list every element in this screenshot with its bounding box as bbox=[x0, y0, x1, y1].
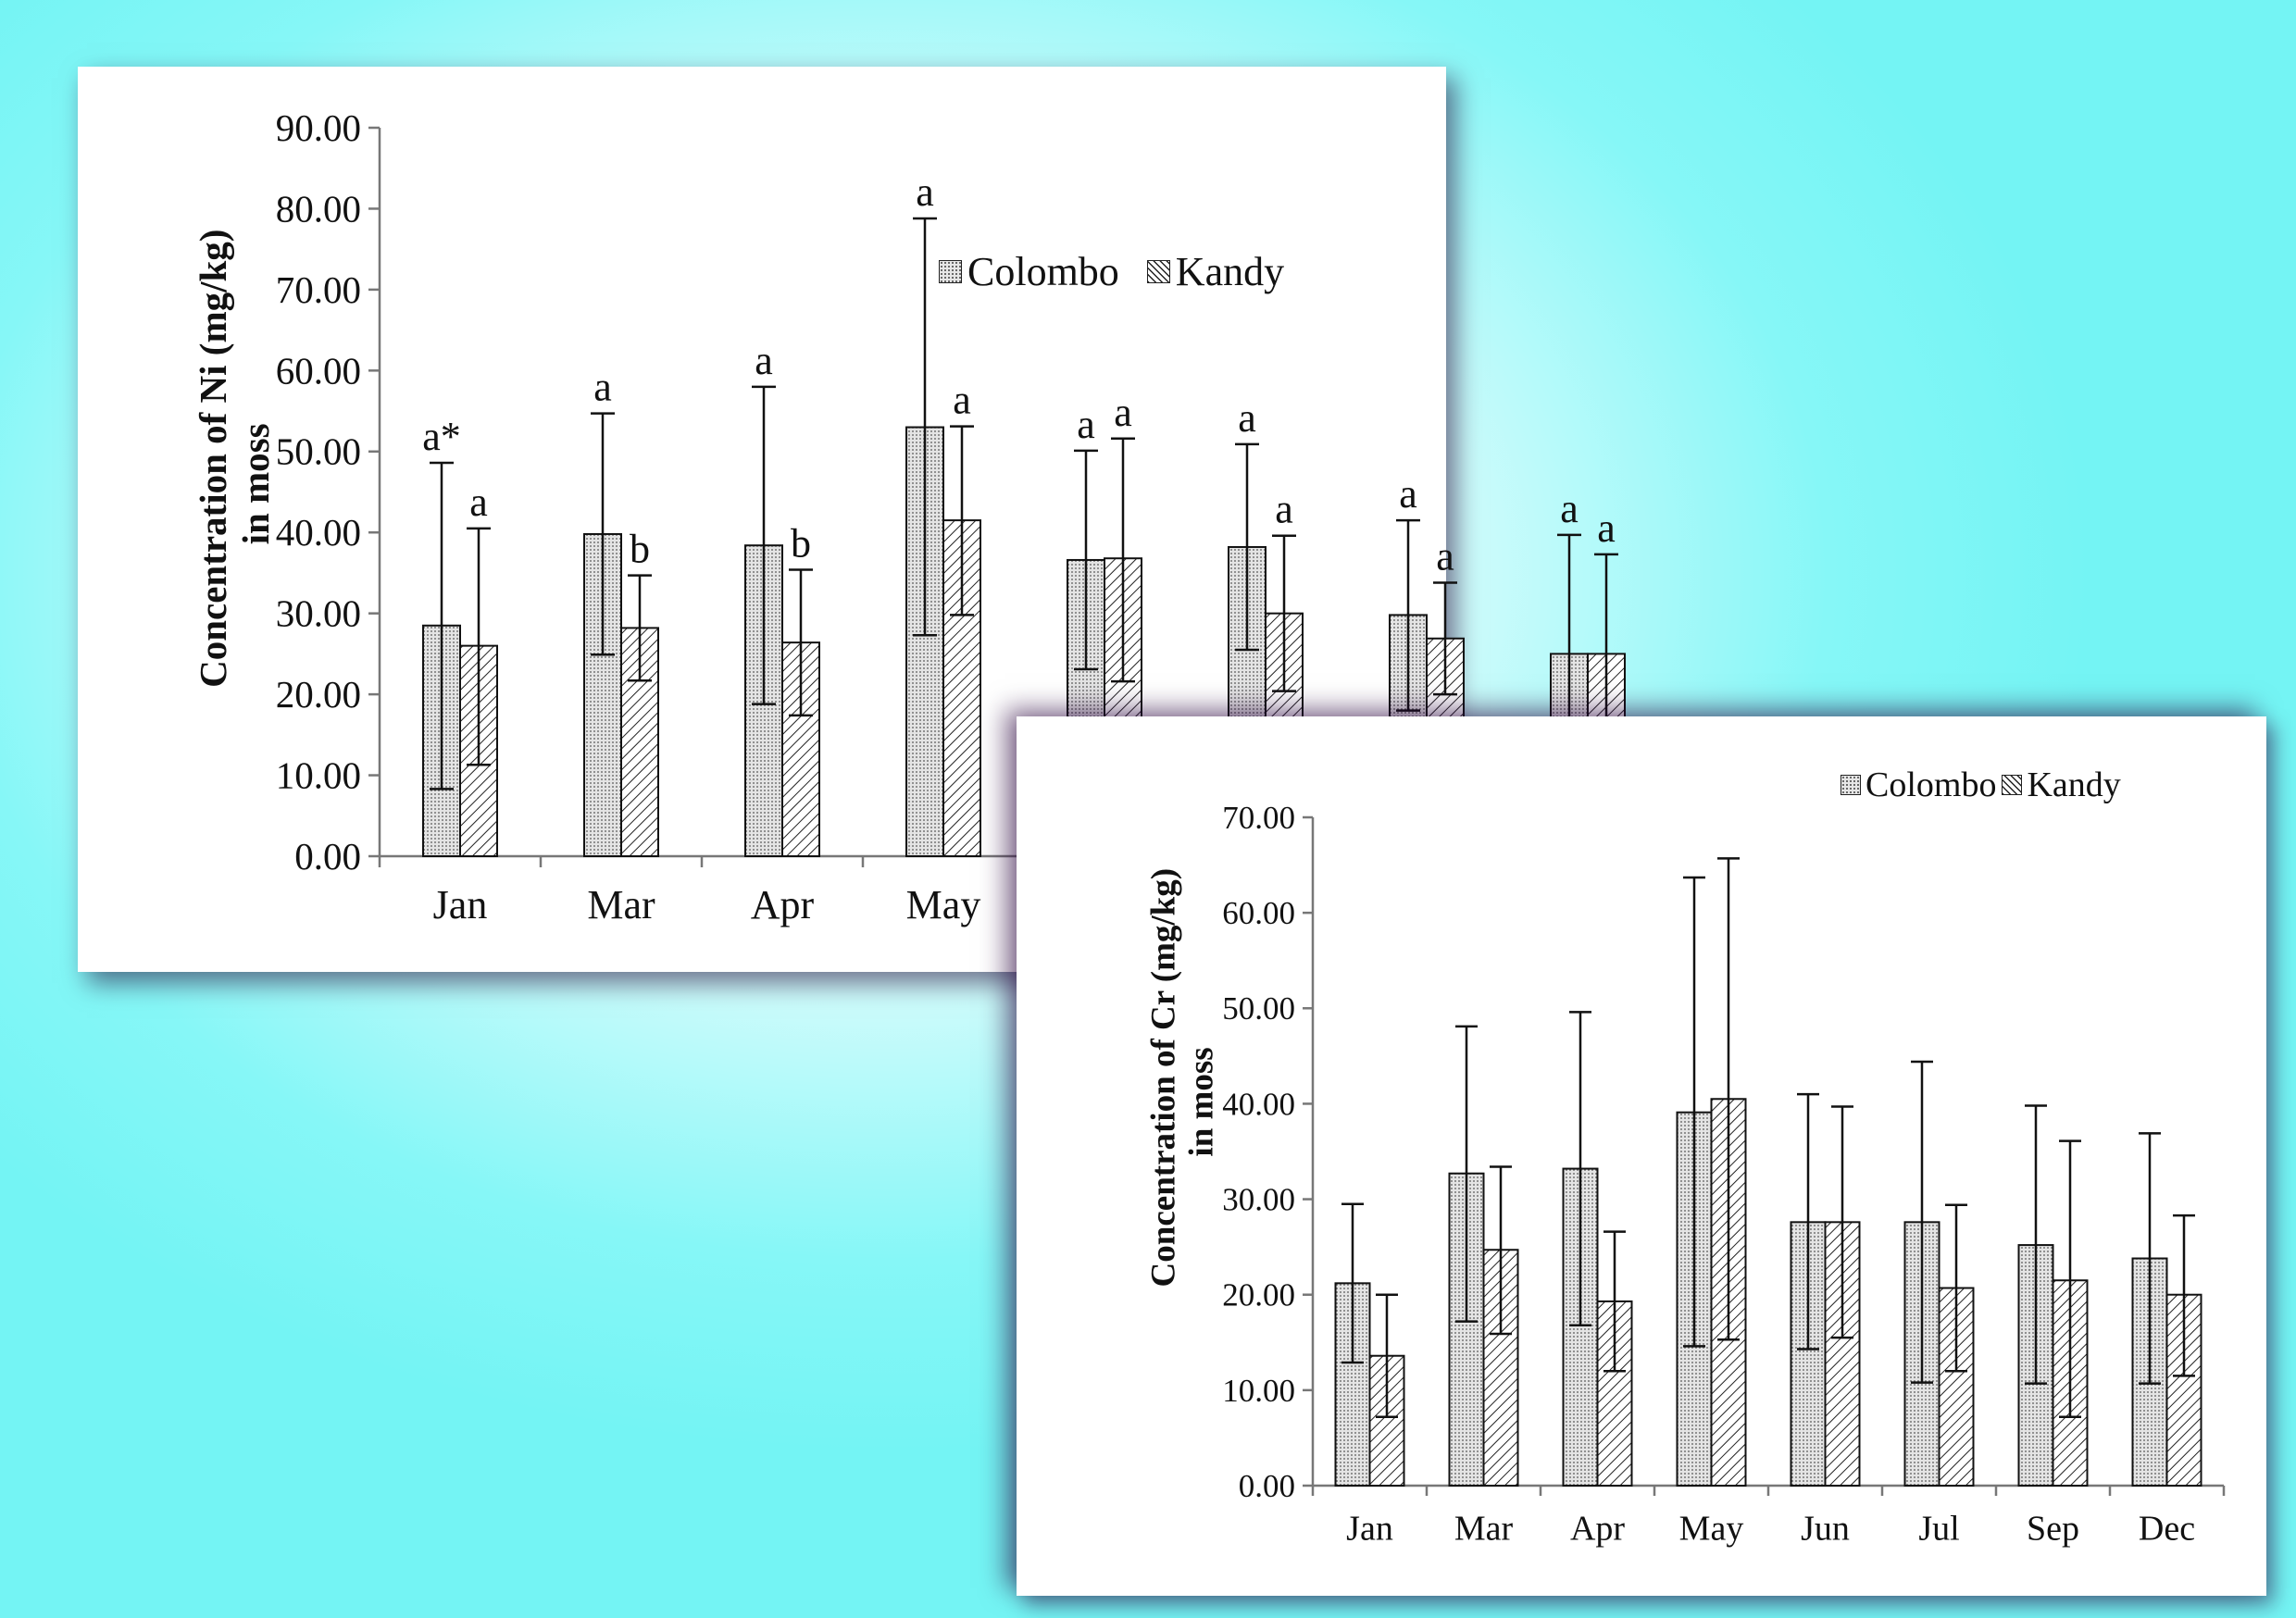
cr-error-bar-colombo-jun bbox=[1797, 1092, 1819, 1350]
cr-error-bar-colombo-mar bbox=[1455, 1025, 1478, 1323]
legend-kandy-label: Kandy bbox=[1175, 249, 1285, 294]
ni-y-tick-label: 50.00 bbox=[276, 430, 361, 473]
ni-error-bar-colombo-jul bbox=[1235, 442, 1259, 652]
cr-error-bar-kandy-dec bbox=[2173, 1214, 2195, 1377]
cr-error-bar-kandy-jun bbox=[1831, 1105, 1853, 1339]
cr-y-tick-label: 40.00 bbox=[1222, 1086, 1295, 1122]
cr-chart-panel: Concentration of Cr (mg/kg) in moss Colo… bbox=[1017, 716, 2266, 1596]
cr-x-tick-label: May bbox=[1679, 1510, 1744, 1549]
cr-x-tick-label: Dec bbox=[2139, 1510, 2195, 1549]
ni-error-bar-kandy-jun bbox=[1111, 437, 1135, 683]
cr-bar-colombo-jan bbox=[1334, 1282, 1371, 1487]
cr-error-bar-colombo-may bbox=[1683, 876, 1705, 1348]
cr-y-tick-label: 10.00 bbox=[1222, 1373, 1295, 1409]
ni-error-bar-kandy-may bbox=[950, 425, 974, 616]
ni-significance-label: a bbox=[1597, 505, 1616, 551]
ni-significance-label: a bbox=[1114, 390, 1132, 435]
ni-chart-panel: Concentration of Ni (mg/kg) in moss Colo… bbox=[78, 67, 1670, 972]
ni-y-tick-label: 30.00 bbox=[276, 592, 361, 635]
cr-error-bar-kandy-apr bbox=[1603, 1230, 1626, 1373]
ni-y-tick-label: 90.00 bbox=[276, 106, 361, 149]
ni-error-bar-colombo-apr bbox=[752, 385, 776, 705]
cr-x-tick-label: Jan bbox=[1346, 1510, 1393, 1549]
cr-error-bar-kandy-sep bbox=[2059, 1139, 2081, 1418]
legend-colombo-swatch bbox=[939, 260, 962, 283]
legend-kandy-swatch bbox=[1146, 260, 1170, 283]
cr-y-tick-label: 60.00 bbox=[1222, 895, 1295, 931]
ni-x-tick-label: Apr bbox=[751, 882, 815, 927]
cr-error-bar-colombo-jul bbox=[1911, 1060, 1933, 1384]
legend-colombo-swatch bbox=[1841, 775, 1861, 795]
cr-y-tick-label: 20.00 bbox=[1222, 1277, 1295, 1313]
cr-y-tick-label: 50.00 bbox=[1222, 990, 1295, 1027]
ni-y-tick-label: 20.00 bbox=[276, 673, 361, 716]
legend-kandy-swatch bbox=[2002, 775, 2023, 795]
ni-significance-label: b bbox=[630, 527, 650, 572]
ni-error-bar-kandy-apr bbox=[789, 568, 813, 717]
ni-error-bar-colombo-sep bbox=[1396, 518, 1420, 712]
cr-x-tick-label: Apr bbox=[1570, 1510, 1625, 1549]
cr-y-tick-label: 30.00 bbox=[1222, 1181, 1295, 1217]
ni-error-bar-kandy-jan bbox=[467, 527, 491, 766]
cr-x-tick-label: Jul bbox=[1918, 1510, 1959, 1549]
cr-y-tick-label: 0.00 bbox=[1239, 1468, 1295, 1504]
ni-y-tick-label: 80.00 bbox=[276, 187, 361, 230]
cr-bar-kandy-jan bbox=[1368, 1354, 1405, 1487]
ni-significance-label: a bbox=[1238, 395, 1256, 441]
cr-error-bar-kandy-may bbox=[1717, 857, 1740, 1341]
ni-x-tick-label: Jan bbox=[433, 882, 488, 927]
ni-significance-label: a bbox=[755, 338, 773, 383]
cr-y-tick-label: 70.00 bbox=[1222, 800, 1295, 836]
cr-error-bar-kandy-jan bbox=[1376, 1293, 1398, 1418]
ni-y-tick-label: 0.00 bbox=[294, 835, 361, 877]
ni-x-tick-label: Mar bbox=[587, 882, 655, 927]
cr-x-tick-label: Jun bbox=[1801, 1510, 1850, 1549]
legend-colombo-label: Colombo bbox=[967, 249, 1119, 294]
ni-legend: Colombo Kandy bbox=[939, 248, 1284, 295]
legend-kandy-label: Kandy bbox=[2027, 765, 2121, 804]
cr-error-bar-kandy-mar bbox=[1490, 1165, 1512, 1336]
ni-significance-label: a* bbox=[422, 414, 461, 459]
cr-legend: Colombo Kandy bbox=[1841, 765, 2121, 805]
ni-significance-label: a bbox=[1275, 487, 1293, 532]
cr-error-bar-colombo-jan bbox=[1341, 1202, 1364, 1364]
cr-bar-chart: 0.00 10.00 20.00 30.00 40.00 50.00 60.00 70.00 J… bbox=[1222, 800, 2226, 1549]
ni-y-tick-label: 60.00 bbox=[276, 349, 361, 392]
ni-significance-label: a bbox=[1436, 533, 1454, 579]
ni-y-tick-label: 10.00 bbox=[276, 753, 361, 796]
cr-error-bar-colombo-dec bbox=[2139, 1132, 2161, 1385]
ni-significance-label: a bbox=[953, 378, 971, 423]
ni-error-bar-colombo-mar bbox=[591, 412, 615, 656]
ni-error-bar-kandy-mar bbox=[628, 574, 652, 682]
ni-significance-label: a bbox=[1077, 402, 1095, 447]
ni-error-bar-colombo-jan bbox=[430, 461, 454, 790]
ni-error-bar-kandy-sep bbox=[1433, 581, 1457, 696]
cr-error-bar-kandy-jul bbox=[1945, 1203, 1967, 1373]
ni-significance-label: b bbox=[791, 520, 811, 566]
legend-colombo-label: Colombo bbox=[1866, 765, 1997, 804]
cr-error-bar-colombo-sep bbox=[2025, 1104, 2047, 1385]
ni-significance-label: a bbox=[469, 479, 488, 525]
ni-significance-label: a bbox=[1560, 486, 1578, 531]
ni-y-tick-label: 40.00 bbox=[276, 511, 361, 554]
ni-error-bar-colombo-jun bbox=[1074, 449, 1098, 671]
ni-significance-label: a bbox=[916, 169, 934, 215]
ni-y-tick-label: 70.00 bbox=[276, 268, 361, 311]
cr-x-tick-label: Mar bbox=[1454, 1510, 1514, 1549]
ni-significance-label: a bbox=[593, 365, 612, 410]
ni-error-bar-colombo-may bbox=[913, 217, 937, 637]
ni-x-tick-label: May bbox=[906, 882, 981, 927]
ni-error-bar-kandy-jul bbox=[1272, 534, 1296, 692]
ni-significance-label: a bbox=[1399, 471, 1417, 517]
cr-error-bar-colombo-apr bbox=[1569, 1011, 1591, 1326]
cr-x-tick-label: Sep bbox=[2027, 1510, 2079, 1549]
